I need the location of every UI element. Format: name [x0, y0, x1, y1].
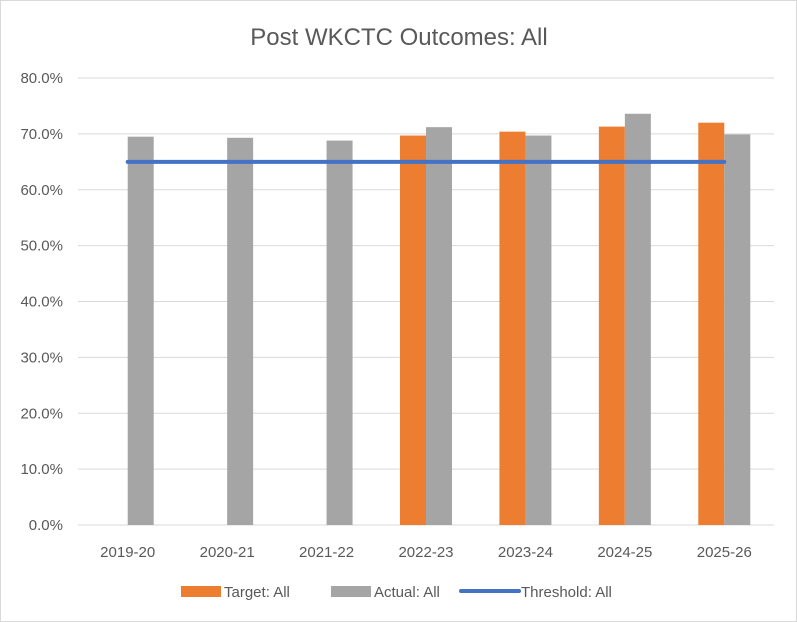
- target-bar: [698, 122, 725, 525]
- y-tick-label: 0.0%: [29, 517, 63, 534]
- y-axis-ticks: 0.0% 10.0% 20.0% 30.0% 40.0% 50.0% 60.0% 70.0% 8…: [20, 70, 63, 534]
- bars: [127, 113, 751, 526]
- target-bar: [499, 131, 526, 525]
- legend-label: Actual: All: [374, 584, 440, 601]
- actual-bar: [426, 127, 452, 526]
- legend-swatch: [331, 586, 371, 597]
- y-tick-label: 60.0%: [20, 182, 63, 199]
- x-tick-label: 2021-22: [299, 544, 354, 561]
- target-bar: [598, 126, 625, 525]
- y-tick-label: 80.0%: [20, 70, 63, 87]
- y-tick-label: 50.0%: [20, 238, 63, 255]
- x-tick-label: 2023-24: [498, 544, 553, 561]
- y-tick-label: 20.0%: [20, 405, 63, 422]
- x-tick-label: 2025-26: [697, 544, 752, 561]
- legend-label: Threshold: All: [521, 584, 612, 601]
- legend-label: Target: All: [224, 584, 290, 601]
- x-tick-label: 2022-23: [398, 544, 453, 561]
- target-bar: [400, 135, 426, 525]
- actual-bar: [525, 135, 552, 525]
- x-axis-ticks: 2019-20 2020-21 2021-22 2022-23 2023-24 2024-…: [100, 544, 752, 561]
- y-tick-label: 30.0%: [20, 349, 63, 366]
- actual-bar: [724, 134, 751, 525]
- actual-bar: [227, 137, 254, 525]
- actual-bar: [127, 136, 154, 525]
- actual-bar: [624, 113, 651, 525]
- y-tick-label: 10.0%: [20, 461, 63, 478]
- legend: Target: All Actual: All Threshold: All: [181, 584, 612, 601]
- y-tick-label: 70.0%: [20, 126, 63, 143]
- x-tick-label: 2020-21: [200, 544, 255, 561]
- chart-title: Post WKCTC Outcomes: All: [250, 24, 547, 51]
- y-tick-label: 40.0%: [20, 294, 63, 311]
- x-tick-label: 2024-25: [597, 544, 652, 561]
- x-tick-label: 2019-20: [100, 544, 155, 561]
- actual-bar: [326, 140, 353, 525]
- legend-swatch: [181, 586, 221, 597]
